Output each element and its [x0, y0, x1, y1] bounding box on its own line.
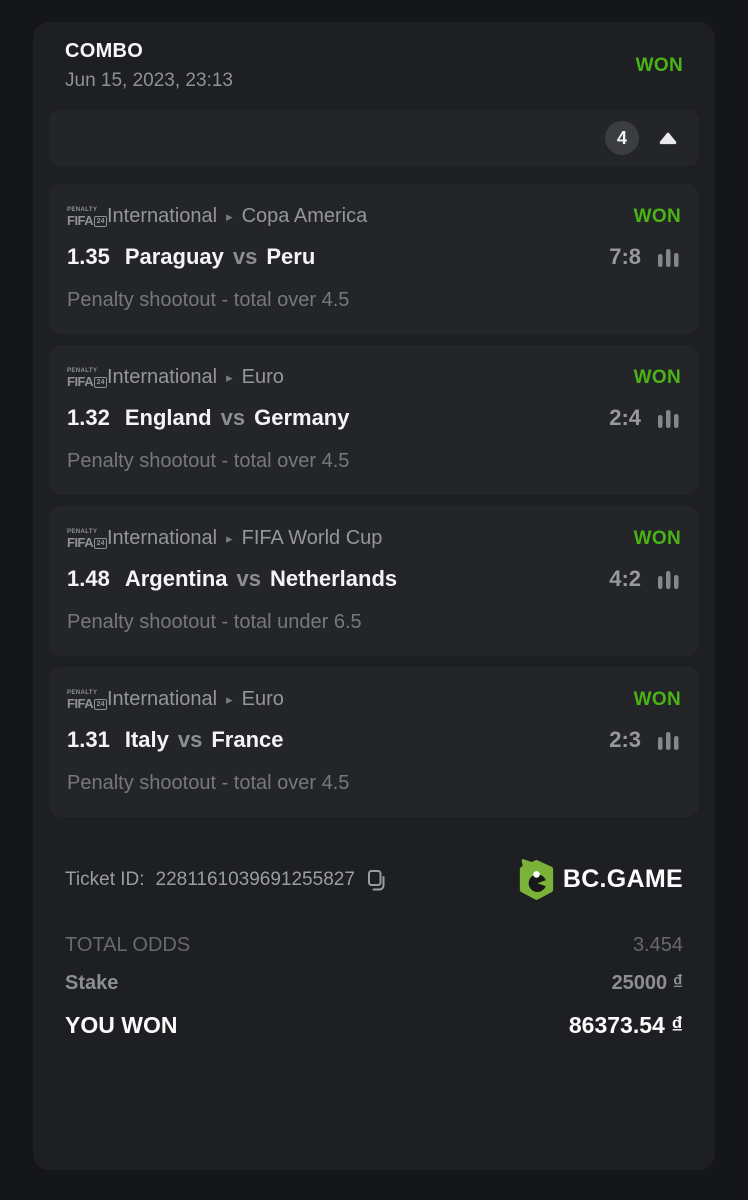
bet-status-badge: WON: [633, 527, 681, 549]
stake-label: Stake: [65, 972, 119, 994]
bcgame-logo[interactable]: BC.GAME: [518, 859, 683, 900]
bet-type-label: COMBO: [65, 40, 144, 62]
you-won-label: YOU WON: [65, 1012, 178, 1038]
bet-odds: 1.32: [67, 405, 110, 430]
bet-status-badge: WON: [633, 688, 681, 710]
totals-section: TOTAL ODDS 3.454 Stake 25000 ₫ YOU WON 8…: [49, 934, 699, 1039]
home-team: Italy: [124, 727, 169, 752]
bet-category: International: [107, 688, 218, 710]
away-team: Germany: [254, 405, 350, 430]
home-team: Paraguay: [124, 244, 224, 269]
bet-category: International: [107, 366, 218, 388]
stats-bars-icon[interactable]: [656, 246, 681, 268]
match-score: 4:2: [609, 566, 641, 591]
bet-status-badge: WON: [633, 205, 681, 227]
vs-label: vs: [236, 566, 261, 591]
slip-header: COMBO Jun 15, 2023, 23:13 WON: [49, 22, 699, 92]
ticket-id-value: 2281161039691255827: [155, 868, 355, 890]
breadcrumb-separator-icon: ▸: [226, 208, 233, 224]
slip-status-badge: WON: [635, 55, 683, 76]
total-odds-row: TOTAL ODDS 3.454: [65, 934, 683, 957]
bcgame-logo-text: BC.GAME: [562, 865, 683, 893]
match-score: 2:3: [609, 727, 641, 752]
bet-league: Euro: [241, 366, 284, 388]
bet-match-row: 1.35 Paraguay vs Peru 7:8: [67, 244, 681, 270]
you-won-value: 86373.54 ₫: [568, 1012, 683, 1038]
bet-league: FIFA World Cup: [241, 527, 383, 549]
bet-slip-panel: COMBO Jun 15, 2023, 23:13 WON 4 PENALTY …: [33, 22, 715, 1170]
away-team: Netherlands: [270, 566, 398, 591]
bet-market: Penalty shootout - total over 4.5: [67, 450, 350, 472]
total-odds-label: TOTAL ODDS: [65, 934, 191, 956]
penalty-fifa24-icon: PENALTY FIFA 24: [67, 207, 107, 227]
match-score: 2:4: [609, 405, 641, 430]
stats-bars-icon[interactable]: [656, 568, 681, 590]
copy-icon[interactable]: [366, 869, 387, 892]
bet-league-row: PENALTY FIFA 24 International ▸ Euro WON: [67, 688, 681, 711]
bet-odds: 1.31: [67, 727, 110, 752]
stats-bars-icon[interactable]: [656, 729, 681, 751]
bet-date: Jun 15, 2023, 23:13: [65, 70, 233, 91]
stake-value: 25000 ₫: [611, 972, 683, 994]
ticket-id-label: Ticket ID:: [65, 868, 145, 890]
penalty-fifa24-icon: PENALTY FIFA 24: [67, 529, 107, 549]
stake-row: Stake 25000 ₫: [65, 972, 683, 995]
selections-count-badge: 4: [605, 121, 639, 155]
selections-collapse-bar[interactable]: 4: [49, 110, 699, 166]
match-score: 7:8: [609, 244, 641, 269]
bet-match-row: 1.48 Argentina vs Netherlands 4:2: [67, 566, 681, 592]
bet-card: PENALTY FIFA 24 International ▸ FIFA Wor…: [49, 506, 699, 656]
breadcrumb-separator-icon: ▸: [226, 530, 233, 546]
bet-market: Penalty shootout - total over 4.5: [67, 289, 350, 311]
total-odds-value: 3.454: [632, 934, 683, 956]
bet-category: International: [107, 205, 218, 227]
home-team: Argentina: [124, 566, 228, 591]
bcgame-logo-icon: [518, 859, 555, 900]
bet-status-badge: WON: [633, 366, 681, 388]
ticket-id-group: Ticket ID: 2281161039691255827: [65, 867, 387, 892]
bet-league-row: PENALTY FIFA 24 International ▸ Copa Ame…: [67, 205, 681, 228]
bet-market: Penalty shootout - total over 4.5: [67, 772, 350, 794]
bet-selection-list: PENALTY FIFA 24 International ▸ Copa Ame…: [49, 184, 699, 817]
penalty-fifa24-icon: PENALTY FIFA 24: [67, 368, 107, 388]
collapse-arrow-icon[interactable]: [659, 132, 677, 145]
away-team: France: [211, 727, 284, 752]
bet-card: PENALTY FIFA 24 International ▸ Euro WON…: [49, 345, 699, 495]
breadcrumb-separator-icon: ▸: [226, 691, 233, 707]
bet-odds: 1.48: [67, 566, 110, 591]
vs-label: vs: [220, 405, 246, 430]
stats-bars-icon[interactable]: [656, 407, 681, 429]
bet-odds: 1.35: [67, 244, 110, 269]
bet-match-row: 1.32 England vs Germany 2:4: [67, 405, 681, 431]
ticket-row: Ticket ID: 2281161039691255827 BC.GAM: [49, 859, 699, 900]
you-won-row: YOU WON 86373.54 ₫: [65, 1012, 683, 1039]
bet-league: Euro: [241, 688, 284, 710]
away-team: Peru: [266, 244, 316, 269]
bet-card: PENALTY FIFA 24 International ▸ Copa Ame…: [49, 184, 699, 334]
slip-header-left: COMBO Jun 15, 2023, 23:13: [65, 40, 233, 92]
penalty-fifa24-icon: PENALTY FIFA 24: [67, 690, 107, 710]
vs-label: vs: [177, 727, 203, 752]
bet-card: PENALTY FIFA 24 International ▸ Euro WON…: [49, 667, 699, 817]
home-team: England: [124, 405, 212, 430]
vs-label: vs: [232, 244, 258, 269]
bet-market: Penalty shootout - total under 6.5: [67, 611, 362, 633]
bet-league-row: PENALTY FIFA 24 International ▸ FIFA Wor…: [67, 527, 681, 550]
bet-league: Copa America: [241, 205, 368, 227]
bet-match-row: 1.31 Italy vs France 2:3: [67, 727, 681, 753]
breadcrumb-separator-icon: ▸: [226, 369, 233, 385]
bet-category: International: [107, 527, 218, 549]
bet-league-row: PENALTY FIFA 24 International ▸ Euro WON: [67, 366, 681, 389]
